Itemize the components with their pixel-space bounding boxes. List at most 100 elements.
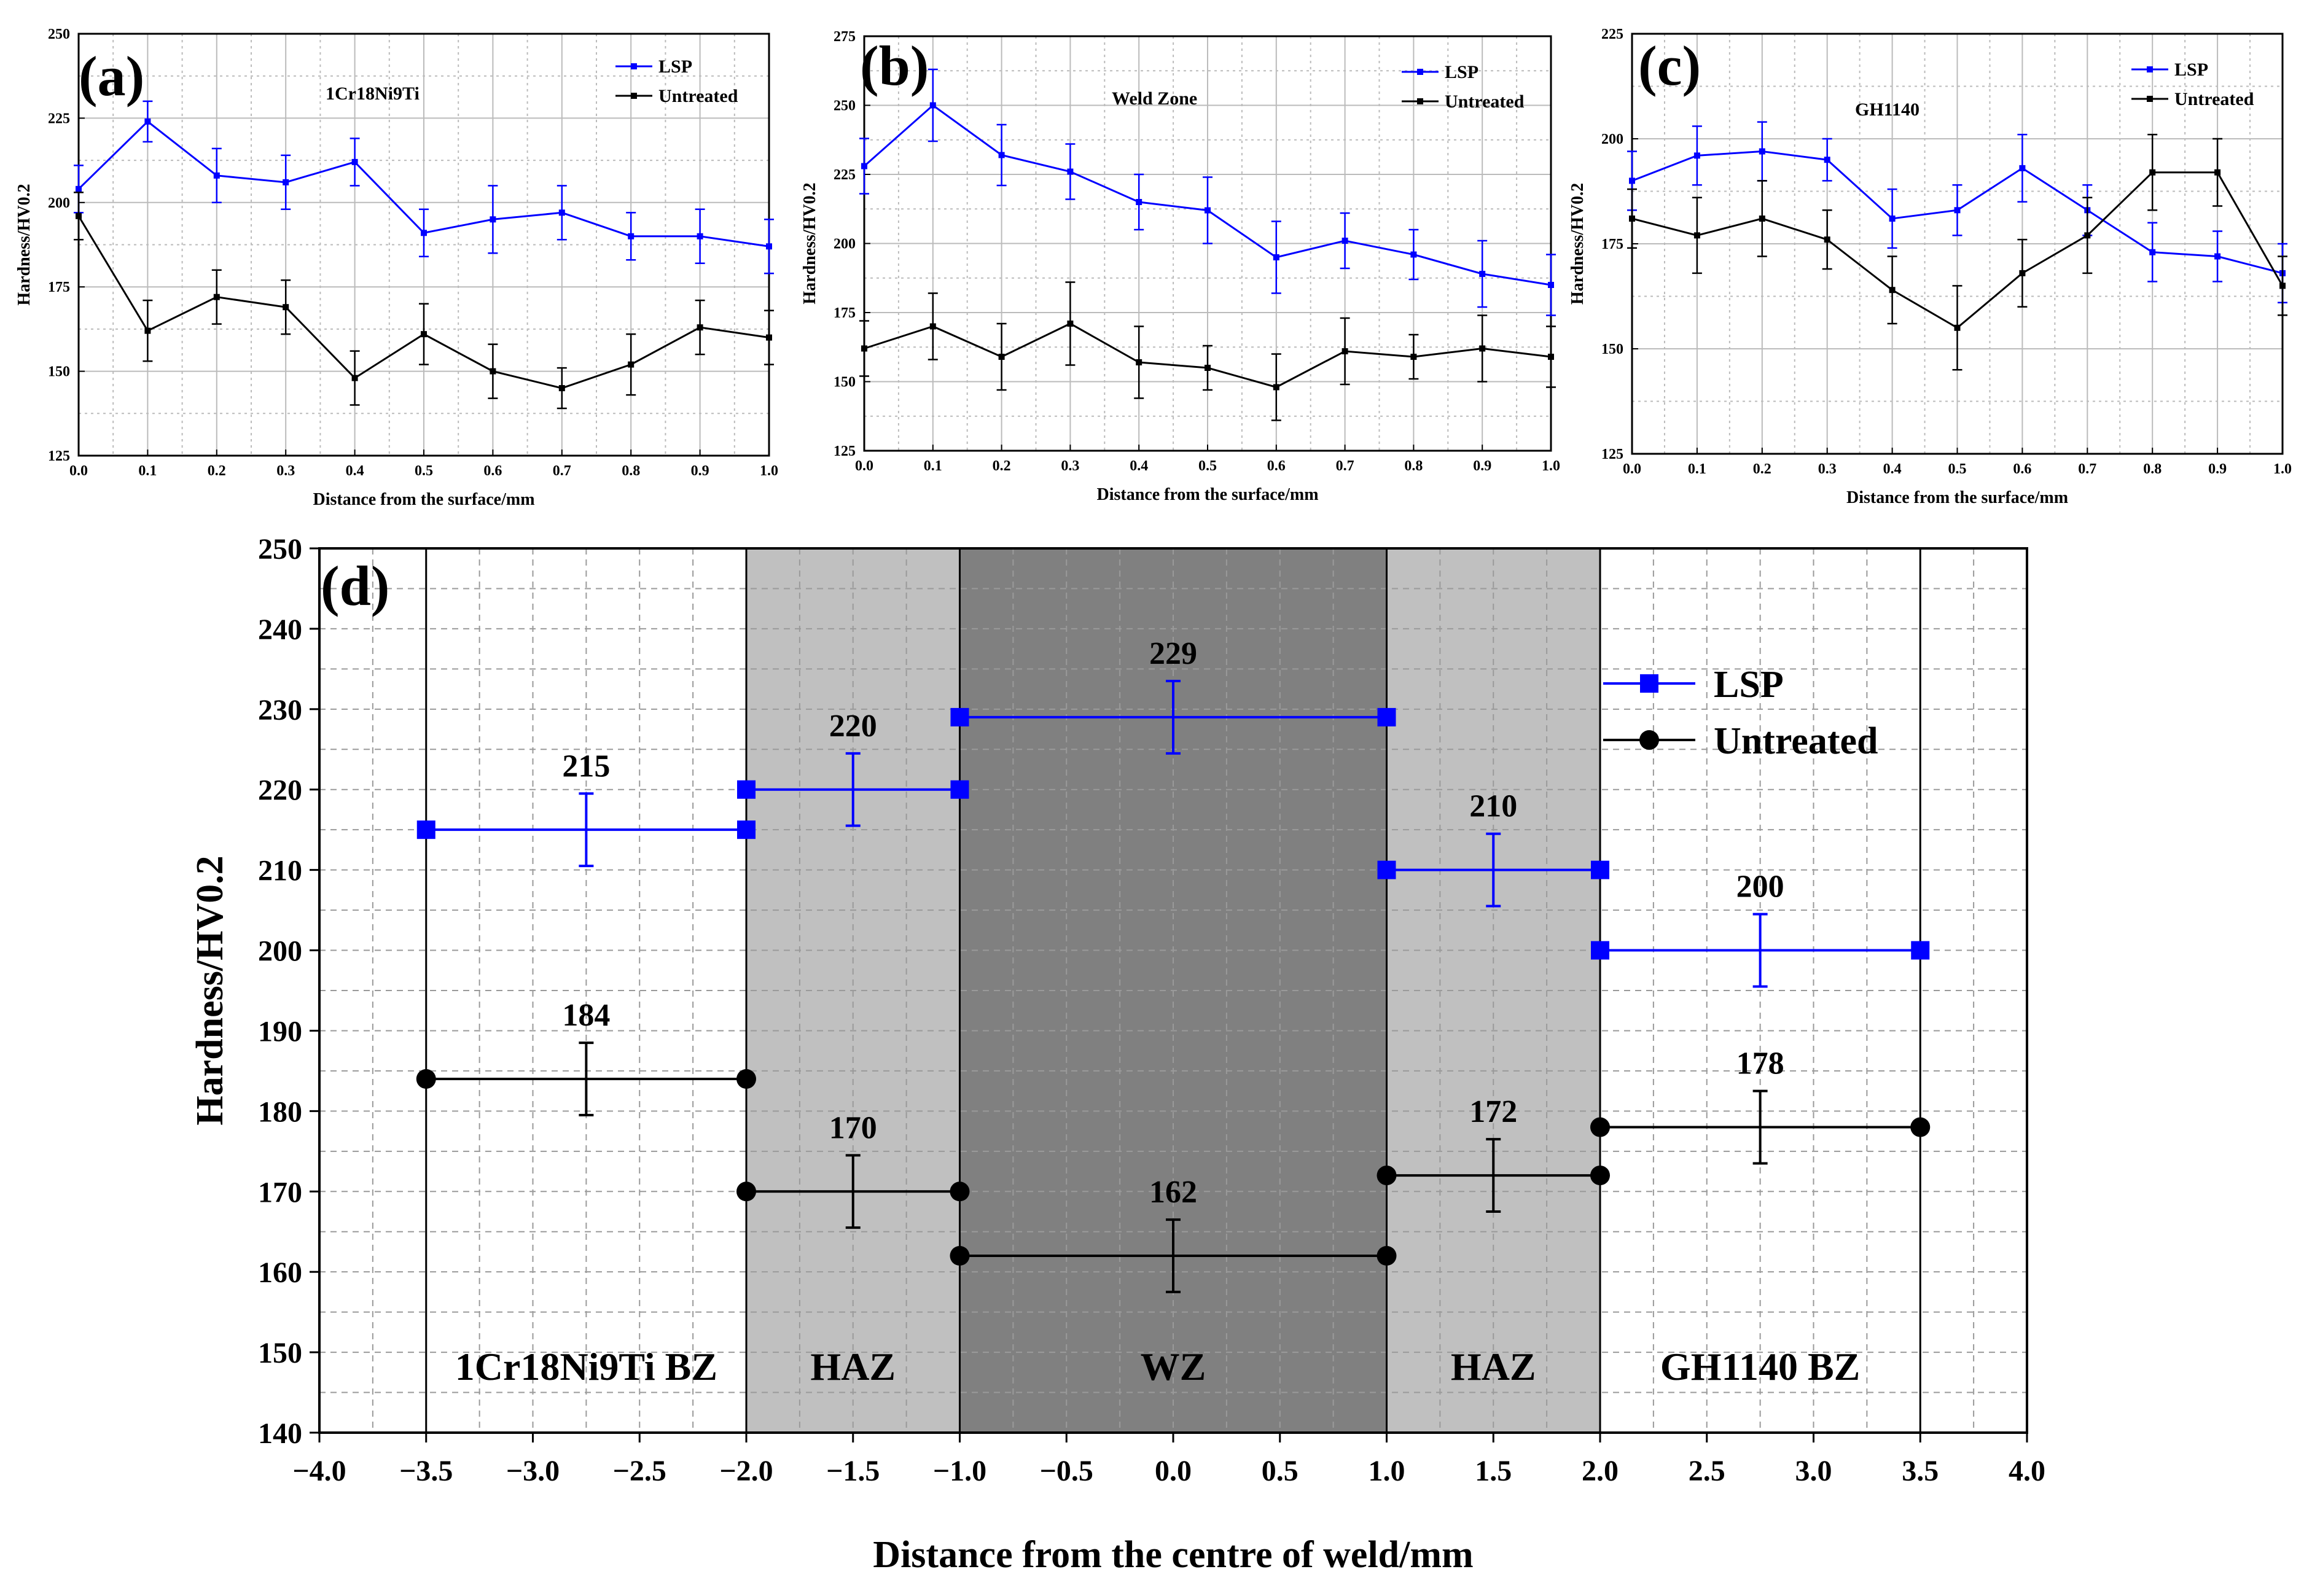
data-point bbox=[2019, 165, 2026, 171]
x-tick-label: 0.7 bbox=[553, 463, 571, 479]
panel-a: 0.0 0.1 0.2 0.3 0.4 0.5 0.6 0.7 0.8 0.9 1.0 125 150 1… bbox=[15, 26, 778, 509]
data-point bbox=[766, 243, 772, 250]
x-tick-label: 1.5 bbox=[1475, 1455, 1512, 1487]
data-point bbox=[1954, 324, 1961, 331]
x-tick-label: 0.2 bbox=[993, 458, 1011, 474]
data-point bbox=[2084, 232, 2091, 239]
data-point bbox=[1889, 287, 1896, 294]
data-point bbox=[998, 354, 1005, 360]
panel-label: (c) bbox=[1638, 34, 1701, 97]
data-point bbox=[766, 334, 772, 341]
data-point bbox=[421, 331, 427, 338]
data-point bbox=[1205, 365, 1211, 371]
data-point bbox=[1590, 1117, 1610, 1137]
data-point bbox=[1136, 359, 1142, 365]
data-point bbox=[736, 1181, 756, 1202]
x-tick-label: −2.5 bbox=[613, 1455, 666, 1487]
x-tick-label: 2.0 bbox=[1582, 1455, 1619, 1487]
y-tick-label: 150 bbox=[48, 364, 70, 380]
data-point bbox=[2019, 270, 2026, 276]
legend-label: Untreated bbox=[2174, 89, 2254, 109]
zone-label: WZ bbox=[1141, 1345, 1206, 1388]
data-point bbox=[558, 209, 565, 216]
data-point bbox=[1591, 941, 1609, 960]
data-point bbox=[351, 158, 358, 165]
legend-swatch-marker bbox=[631, 93, 637, 99]
x-axis-label: Distance from the centre of weld/mm bbox=[873, 1534, 1473, 1576]
data-point bbox=[1273, 384, 1279, 391]
data-point bbox=[1410, 251, 1417, 258]
y-tick-label: 275 bbox=[834, 29, 856, 45]
data-point bbox=[416, 1069, 436, 1089]
legend-label: Untreated bbox=[1714, 720, 1878, 762]
y-tick-label: 250 bbox=[258, 533, 302, 566]
data-point bbox=[1629, 215, 1635, 222]
data-point bbox=[1548, 282, 1554, 288]
data-label: 210 bbox=[1469, 789, 1517, 824]
data-point bbox=[558, 385, 565, 392]
x-tick-label: 1.0 bbox=[2273, 461, 2292, 477]
y-tick-label: 225 bbox=[1601, 26, 1623, 42]
data-label: 178 bbox=[1736, 1046, 1784, 1081]
data-point bbox=[144, 327, 151, 334]
data-point bbox=[1136, 199, 1142, 205]
y-tick-label: 200 bbox=[1601, 131, 1623, 147]
data-point bbox=[998, 152, 1005, 158]
x-tick-label: 0.6 bbox=[483, 463, 502, 479]
data-point bbox=[2149, 169, 2156, 176]
y-tick-label: 200 bbox=[258, 935, 302, 968]
data-label: 170 bbox=[829, 1110, 877, 1145]
y-tick-label: 220 bbox=[258, 774, 302, 807]
legend-label: LSP bbox=[1714, 664, 1784, 706]
data-point bbox=[950, 707, 969, 726]
data-point bbox=[697, 324, 703, 331]
data-point bbox=[1759, 215, 1765, 222]
data-point bbox=[421, 230, 427, 236]
x-tick-label: 0.7 bbox=[1336, 458, 1354, 474]
y-tick-label: 175 bbox=[1601, 236, 1623, 252]
legend-label: Untreated bbox=[1445, 91, 1525, 112]
x-tick-label: 0.4 bbox=[1130, 458, 1148, 474]
x-axis-label: Distance from the surface/mm bbox=[313, 490, 534, 509]
legend-swatch-marker bbox=[1417, 98, 1423, 104]
data-point bbox=[490, 216, 496, 223]
x-tick-label: 0.1 bbox=[138, 463, 157, 479]
panel-b: 0.0 0.1 0.2 0.3 0.4 0.5 0.6 0.7 0.8 0.9 1.0 125 150 1… bbox=[800, 29, 1560, 504]
legend-swatch-marker bbox=[1639, 730, 1659, 750]
x-tick-label: 0.9 bbox=[691, 463, 709, 479]
data-point bbox=[1693, 152, 1700, 159]
series-lsp: 215 220 229 210 200 bbox=[416, 636, 1930, 988]
legend: LSP Untreated bbox=[1402, 62, 1525, 112]
data-point bbox=[1342, 348, 1348, 354]
data-point bbox=[1824, 157, 1830, 163]
series-untreated: 184 170 162 172 178 bbox=[416, 998, 1931, 1293]
data-point bbox=[1759, 148, 1765, 155]
data-point bbox=[213, 172, 220, 179]
data-point bbox=[737, 780, 756, 799]
legend-label: LSP bbox=[1445, 62, 1478, 82]
x-tick-label: 4.0 bbox=[2009, 1455, 2045, 1487]
data-point bbox=[1889, 215, 1896, 222]
y-tick-label: 200 bbox=[48, 195, 70, 211]
data-point bbox=[1824, 236, 1830, 243]
x-axis-label: Distance from the surface/mm bbox=[1846, 488, 2068, 507]
y-tick-label: 170 bbox=[258, 1176, 302, 1209]
y-tick-label: 210 bbox=[258, 855, 302, 887]
data-point bbox=[1377, 860, 1396, 879]
x-tick-label: 0.1 bbox=[1688, 461, 1706, 477]
series-lsp bbox=[859, 68, 1556, 316]
data-point bbox=[1591, 860, 1609, 879]
panel-label: (a) bbox=[79, 45, 144, 107]
series-untreated bbox=[859, 281, 1556, 421]
legend-swatch-marker bbox=[2147, 96, 2153, 102]
y-axis-label: Hardness/HV0.2 bbox=[800, 182, 819, 304]
x-tick-label: 0.8 bbox=[622, 463, 640, 479]
y-tick-label: 250 bbox=[834, 98, 856, 114]
x-tick-label: 0.0 bbox=[1155, 1455, 1192, 1487]
data-point bbox=[628, 361, 635, 368]
y-tick-label: 225 bbox=[48, 111, 70, 127]
x-tick-label: −3.0 bbox=[506, 1455, 560, 1487]
data-point bbox=[1548, 354, 1554, 360]
panel-title: Weld Zone bbox=[1112, 88, 1197, 109]
data-label: 200 bbox=[1736, 870, 1784, 905]
